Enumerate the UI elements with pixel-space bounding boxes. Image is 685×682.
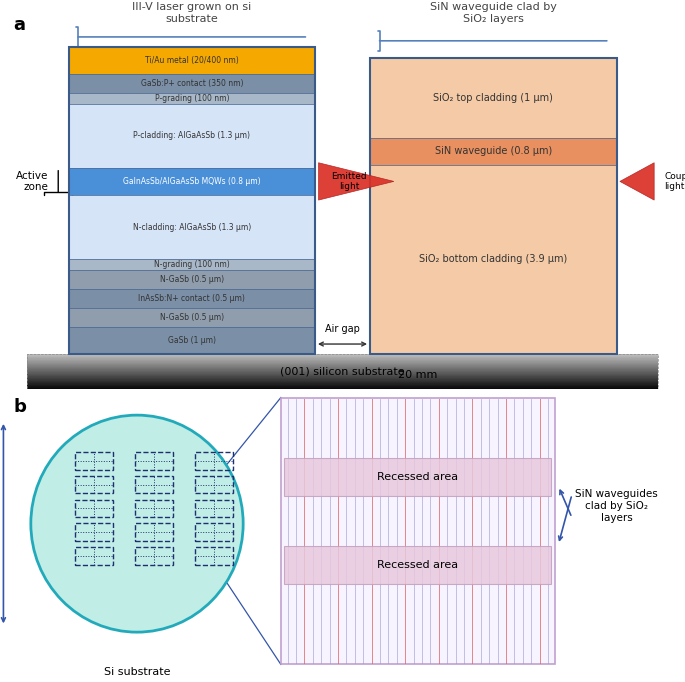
Text: P-cladding: AlGaAsSb (1.3 μm): P-cladding: AlGaAsSb (1.3 μm) xyxy=(134,131,250,140)
Bar xyxy=(284,546,551,584)
Bar xyxy=(68,195,315,259)
Text: (001) silicon substrate: (001) silicon substrate xyxy=(280,366,405,376)
Text: P-grading (100 nm): P-grading (100 nm) xyxy=(155,93,229,102)
Ellipse shape xyxy=(31,415,243,632)
Bar xyxy=(68,308,315,327)
Text: Recessed area: Recessed area xyxy=(377,472,458,482)
Bar xyxy=(68,74,315,93)
Bar xyxy=(68,46,315,354)
Bar xyxy=(195,500,233,517)
Text: 20 mm: 20 mm xyxy=(398,370,438,380)
Bar xyxy=(68,327,315,354)
Text: Si substrate: Si substrate xyxy=(103,667,171,677)
Bar xyxy=(68,289,315,308)
Text: N-GaSb (0.5 μm): N-GaSb (0.5 μm) xyxy=(160,312,224,322)
Text: Active
zone: Active zone xyxy=(16,170,48,192)
Text: b: b xyxy=(14,398,27,415)
Bar xyxy=(370,138,616,164)
Text: GaSb (1 μm): GaSb (1 μm) xyxy=(168,336,216,344)
Bar xyxy=(135,500,173,517)
Text: Emitted
light: Emitted light xyxy=(332,172,367,191)
Text: a: a xyxy=(14,16,26,33)
Text: N-grading (100 nm): N-grading (100 nm) xyxy=(154,261,229,269)
Polygon shape xyxy=(319,163,394,200)
Bar xyxy=(75,547,112,565)
Bar xyxy=(75,500,112,517)
Bar xyxy=(75,523,112,541)
Bar xyxy=(68,270,315,289)
Text: SiN waveguide (0.8 μm): SiN waveguide (0.8 μm) xyxy=(434,147,552,156)
Bar xyxy=(281,398,555,664)
Text: Recessed area: Recessed area xyxy=(377,561,458,570)
Text: SiN waveguides
clad by SiO₂
layers: SiN waveguides clad by SiO₂ layers xyxy=(575,490,658,522)
Bar xyxy=(135,476,173,494)
Bar xyxy=(75,476,112,494)
Bar xyxy=(135,547,173,565)
Text: III-V laser grown on si
substrate: III-V laser grown on si substrate xyxy=(132,2,251,24)
Text: N-GaSb (0.5 μm): N-GaSb (0.5 μm) xyxy=(160,275,224,284)
Text: N-cladding: AlGaAsSb (1.3 μm): N-cladding: AlGaAsSb (1.3 μm) xyxy=(133,222,251,232)
Text: SiN waveguide clad by
SiO₂ layers: SiN waveguide clad by SiO₂ layers xyxy=(429,2,557,24)
Bar xyxy=(68,259,315,270)
Text: SiO₂ bottom cladding (3.9 μm): SiO₂ bottom cladding (3.9 μm) xyxy=(419,254,567,264)
Bar xyxy=(195,476,233,494)
Text: Ti/Au metal (20/400 nm): Ti/Au metal (20/400 nm) xyxy=(145,56,238,65)
Polygon shape xyxy=(620,163,654,200)
Bar xyxy=(68,93,315,104)
Bar xyxy=(195,547,233,565)
Text: SiO₂ top cladding (1 μm): SiO₂ top cladding (1 μm) xyxy=(433,93,553,103)
Bar xyxy=(135,452,173,470)
Bar xyxy=(27,354,658,389)
Text: Air gap: Air gap xyxy=(325,325,360,334)
Bar xyxy=(370,59,616,138)
Bar xyxy=(68,168,315,195)
Text: Coupled
light: Coupled light xyxy=(664,172,685,191)
Bar xyxy=(284,458,551,496)
Text: GaSb:P+ contact (350 nm): GaSb:P+ contact (350 nm) xyxy=(140,78,243,88)
Bar xyxy=(195,452,233,470)
Text: InAsSb:N+ contact (0.5 μm): InAsSb:N+ contact (0.5 μm) xyxy=(138,294,245,303)
Bar xyxy=(68,104,315,168)
Bar xyxy=(195,523,233,541)
Text: GaInAsSb/AlGaAsSb MQWs (0.8 μm): GaInAsSb/AlGaAsSb MQWs (0.8 μm) xyxy=(123,177,260,186)
Bar xyxy=(370,164,616,354)
Bar xyxy=(370,58,616,354)
Bar xyxy=(75,452,112,470)
Bar xyxy=(135,523,173,541)
Bar xyxy=(68,46,315,74)
